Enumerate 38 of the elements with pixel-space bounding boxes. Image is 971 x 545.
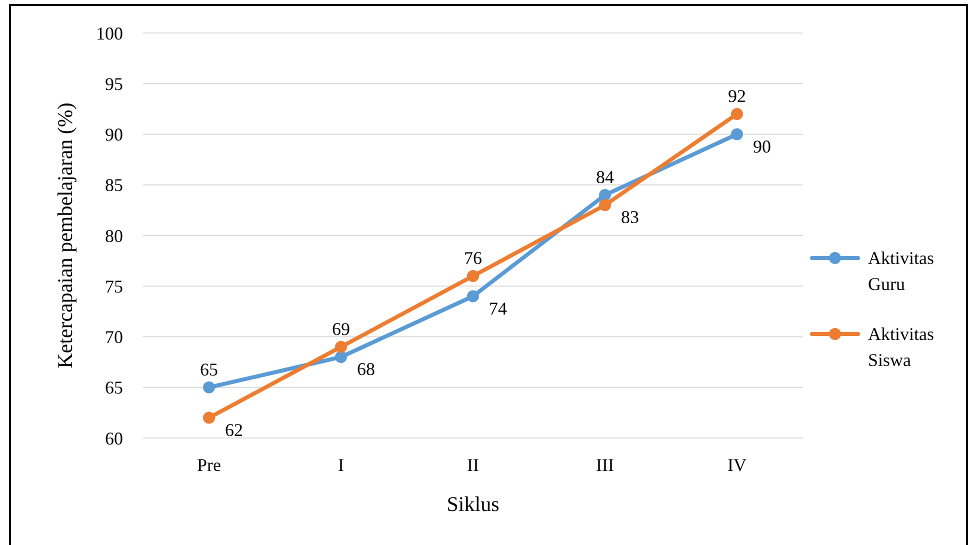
y-tick-label: 90 — [105, 124, 123, 145]
data-label: 74 — [489, 298, 507, 318]
x-tick-label: IV — [728, 455, 746, 475]
point — [599, 199, 611, 212]
x-tick-label: Pre — [197, 455, 222, 475]
point — [467, 270, 479, 282]
data-label: 68 — [357, 359, 375, 379]
legend-label: Aktivitas Guru — [868, 248, 934, 294]
point — [203, 381, 215, 394]
data-label: 84 — [596, 167, 614, 187]
y-tick-label: 100 — [96, 23, 123, 44]
data-label: 90 — [753, 136, 771, 156]
data-label: 65 — [200, 359, 218, 380]
point — [467, 290, 479, 302]
point — [599, 189, 611, 201]
data-label: 69 — [332, 318, 350, 339]
x-tick-label: II — [467, 455, 479, 475]
point — [731, 108, 743, 120]
data-label: 76 — [464, 248, 482, 268]
point — [203, 412, 215, 424]
point — [731, 128, 743, 140]
y-tick-label: 60 — [105, 428, 123, 448]
y-tick-label: 80 — [105, 226, 123, 246]
y-tick-label: 65 — [105, 378, 123, 398]
y-tick-label: 70 — [105, 327, 123, 348]
legend-label: Aktivitas Siswa — [868, 324, 934, 370]
data-label: 92 — [728, 86, 746, 106]
point — [335, 340, 347, 353]
y-axis-title: Ketercapaian pembelajaran (%) — [53, 102, 77, 368]
y-tick-label: 85 — [105, 175, 123, 196]
x-tick-label: III — [596, 455, 614, 475]
y-tick-label: 95 — [105, 74, 123, 94]
x-axis-title: Siklus — [446, 492, 500, 516]
y-tick-label: 75 — [105, 276, 123, 296]
x-tick-label: I — [338, 455, 344, 475]
data-label: 62 — [225, 420, 243, 440]
data-label: 83 — [621, 207, 639, 228]
point — [335, 351, 347, 363]
